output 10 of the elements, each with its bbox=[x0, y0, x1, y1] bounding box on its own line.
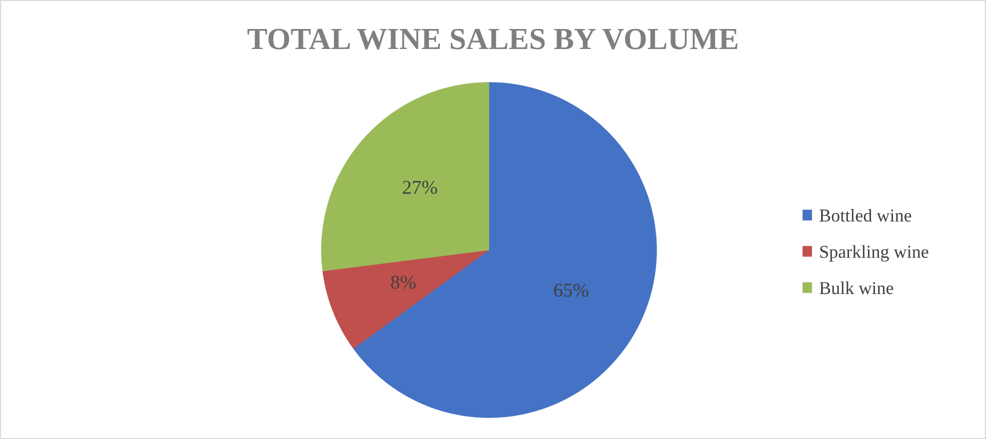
pie-slice bbox=[322, 250, 490, 349]
data-label: 8% bbox=[391, 276, 416, 289]
data-label: 27% bbox=[402, 180, 437, 194]
legend-label: Bulk wine bbox=[820, 281, 894, 294]
pie-slice bbox=[321, 82, 490, 272]
legend-label: Sparkling wine bbox=[820, 245, 928, 262]
chart-title: TOTAL WINE SALES BY VOLUME bbox=[248, 28, 738, 50]
legend-label: Bottled wine bbox=[820, 208, 912, 222]
pie-slice bbox=[353, 82, 657, 418]
data-label: 65% bbox=[554, 284, 588, 297]
